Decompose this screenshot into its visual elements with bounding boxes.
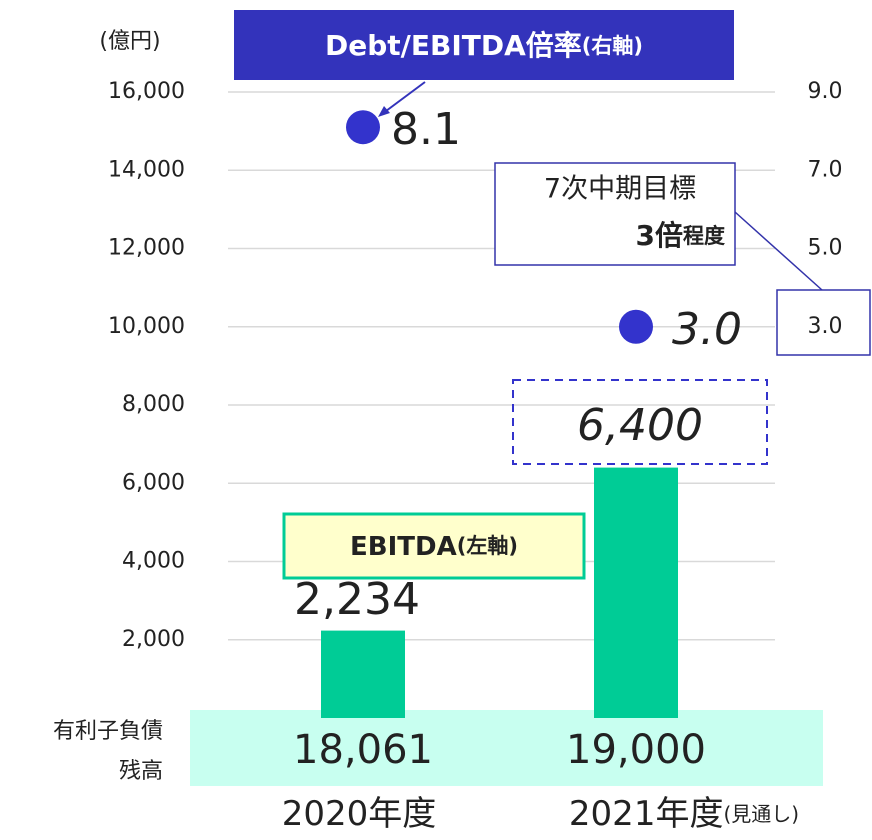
y2-tick-label: 3.0 — [808, 314, 843, 339]
y-tick-label: 12,000 — [108, 236, 185, 261]
target-box — [776, 289, 871, 356]
point — [346, 110, 380, 145]
note-text: 3倍程度 — [636, 219, 725, 252]
legend-box — [282, 512, 586, 580]
y-tick-label: 10,000 — [108, 314, 185, 339]
y-tick-label: 2,000 — [122, 627, 185, 652]
y2-tick-label: 7.0 — [808, 157, 843, 182]
row-label: 残高 — [119, 759, 163, 784]
table-value: 19,000 — [566, 727, 706, 773]
data-label: 3.0 — [672, 304, 742, 355]
y-tick-label: 4,000 — [122, 549, 185, 574]
arrow-head — [378, 106, 390, 117]
bar — [594, 467, 678, 718]
y-tick-label: 14,000 — [108, 157, 185, 182]
y2-tick-label: 9.0 — [808, 79, 843, 104]
dashed-box — [512, 379, 768, 465]
note-text: 7次中期目標 — [544, 174, 696, 205]
y-tick-label: 8,000 — [122, 392, 185, 417]
x-tick-label: 2021年度(見通し) — [569, 794, 799, 834]
y-tick-label: 6,000 — [122, 470, 185, 495]
note-connector — [734, 211, 823, 291]
legend-arrow — [381, 81, 426, 115]
point — [619, 309, 653, 344]
unit-label: (億円) — [99, 29, 160, 54]
table-band — [190, 710, 823, 786]
data-label: 6,400 — [577, 400, 703, 451]
row-label: 有利子負債 — [53, 719, 163, 744]
y2-tick-label: 5.0 — [808, 236, 843, 261]
data-label: 2,234 — [294, 574, 420, 625]
data-label: 8.1 — [391, 104, 461, 155]
x-tick-label: 2020年度 — [282, 794, 437, 834]
legend-label: EBITDA(左軸) — [350, 532, 518, 562]
y-tick-label: 16,000 — [108, 79, 185, 104]
table-value: 18,061 — [293, 727, 433, 773]
legend-box — [234, 10, 734, 80]
bar — [321, 630, 405, 718]
legend-label: Debt/EBITDA倍率(右軸) — [325, 29, 643, 62]
note-box — [494, 162, 736, 266]
